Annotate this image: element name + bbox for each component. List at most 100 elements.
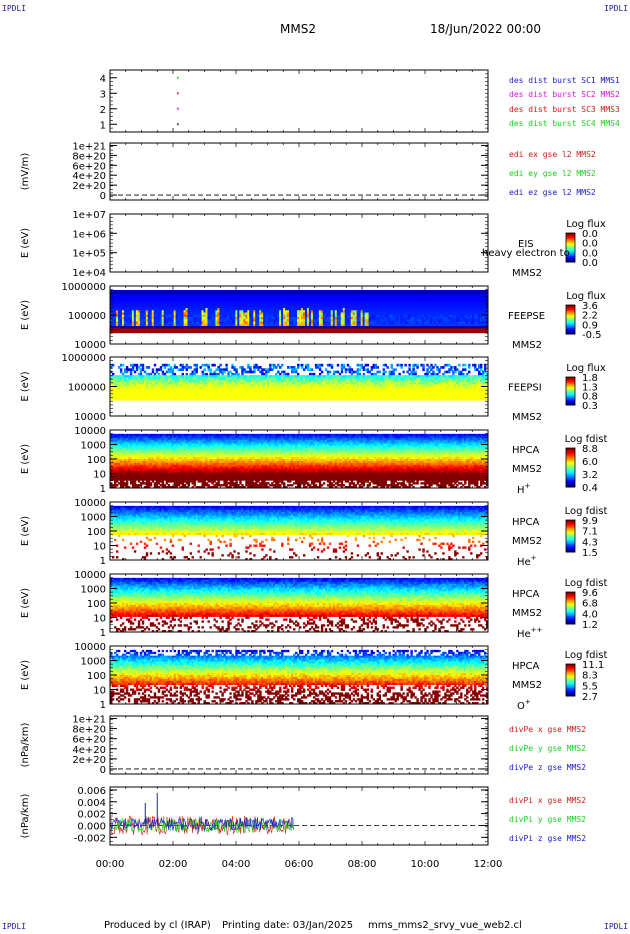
colorbar-cell — [566, 616, 575, 618]
colorbar-cell — [566, 454, 575, 457]
colorbar-tick-label: 1.3 — [582, 382, 598, 393]
colorbar-cell — [566, 605, 575, 608]
colorbar-cell — [566, 382, 575, 385]
colorbar-tick-label: 4.0 — [582, 609, 598, 620]
colorbar-cell — [566, 451, 575, 454]
colorbar-cell — [566, 478, 575, 481]
overlay-text: heavy electron to — [482, 248, 570, 259]
y-axis-label: E (eV) — [20, 444, 31, 474]
colorbar-cell — [566, 669, 575, 672]
y-tick-label: 0.000 — [77, 821, 106, 832]
colorbar-cell — [566, 391, 575, 393]
colorbar-cell — [566, 313, 575, 316]
y-tick-label: 100 — [87, 599, 106, 610]
colorbar-cell — [566, 529, 575, 532]
colorbar-cell — [566, 475, 575, 478]
y-tick-label: 1000 — [81, 585, 106, 596]
colorbar-cell — [566, 396, 575, 399]
colorbar-cell — [566, 546, 575, 549]
legend-entry: divPe y gse MMS2 — [509, 744, 586, 753]
colorbar-cell — [566, 693, 575, 696]
colorbar-cell — [566, 673, 575, 676]
y-tick-label: 4e+20 — [72, 171, 106, 182]
time-tick-label: 12:00 — [474, 859, 503, 870]
colorbar-cell — [566, 674, 575, 677]
colorbar-cell — [566, 461, 575, 464]
colorbar-cell — [566, 526, 575, 529]
spectrogram-cells — [110, 433, 489, 489]
colorbar-title: Log fdist — [565, 578, 608, 589]
colorbar-cell — [566, 465, 575, 468]
colorbar-cell — [566, 537, 575, 540]
colorbar-cell — [566, 614, 575, 617]
y-tick-label: 3 — [100, 89, 106, 100]
y-tick-label: 100000 — [68, 383, 106, 394]
colorbar-tick-label: 0.0 — [582, 229, 598, 240]
colorbar-cell — [566, 246, 575, 248]
colorbar-cell — [566, 610, 575, 613]
colorbar-cell — [566, 462, 575, 465]
colorbar-cell — [566, 544, 575, 546]
colorbar-cell — [566, 386, 575, 388]
y-axis-label: E (eV) — [20, 516, 31, 546]
y-tick-label: 100 — [87, 671, 106, 682]
colorbar-cell — [566, 532, 575, 534]
legend-entry: divPi z gse MMS2 — [509, 834, 586, 843]
time-tick-label: 04:00 — [222, 859, 251, 870]
colorbar-cell — [566, 319, 575, 322]
colorbar-cell — [566, 684, 575, 686]
divpi-trace — [110, 815, 294, 836]
colorbar-cell — [566, 311, 575, 313]
species-charge: + — [525, 698, 531, 706]
legend-entry: des dist burst SC4 MMS4 — [509, 119, 620, 128]
colorbar-tick-label: 2.2 — [582, 311, 598, 322]
colorbar-cell — [566, 548, 575, 550]
colorbar-cell — [566, 690, 575, 693]
colorbar-cell — [566, 618, 575, 621]
y-tick-label: 1000 — [81, 657, 106, 668]
y-tick-label: -0.002 — [74, 833, 106, 844]
spacecraft-label: MMS2 — [512, 464, 542, 475]
divpi-trace — [110, 816, 294, 831]
y-tick-label: 10 — [93, 614, 106, 625]
colorbar-cell — [566, 472, 575, 475]
colorbar-cell — [566, 389, 575, 392]
y-axis-label: E (eV) — [20, 371, 31, 401]
colorbar-tick-label: 0.8 — [582, 392, 598, 403]
colorbar-tick-label: 1.2 — [582, 620, 598, 631]
colorbar-cell — [566, 521, 575, 524]
footer-producer: Produced by cl (IRAP) — [104, 920, 211, 931]
colorbar-cell — [566, 237, 575, 240]
y-tick-label: 1e+07 — [72, 210, 106, 221]
colorbar-cell — [566, 668, 575, 670]
colorbar-tick-label: 5.5 — [582, 681, 598, 692]
instrument-label: HPCA — [512, 661, 540, 672]
instrument-label: FEEPSI — [508, 383, 542, 394]
spectrogram-cells — [110, 649, 489, 705]
colorbar-cell — [566, 677, 575, 680]
colorbar-tick-label: 2.7 — [582, 692, 598, 703]
colorbar-cell — [566, 485, 575, 488]
colorbar-cell — [566, 251, 575, 253]
spacecraft-label: MMS2 — [512, 608, 542, 619]
colorbar-cell — [566, 469, 575, 472]
time-tick-label: 06:00 — [285, 859, 314, 870]
panel-frame — [109, 69, 489, 133]
legend-entry: edi ey gse l2 MMS2 — [509, 169, 596, 178]
colorbar-cell — [566, 457, 575, 460]
spectrogram-cells — [110, 505, 489, 561]
colorbar-cell — [566, 483, 575, 486]
colorbar-tick-label: 1.8 — [582, 373, 598, 384]
colorbar-cell — [566, 520, 575, 522]
panel-frame — [109, 213, 489, 273]
colorbar-cell — [566, 388, 575, 391]
colorbar-cell — [566, 317, 575, 319]
colorbar-tick-label: 3.6 — [582, 301, 598, 312]
y-tick-label: 100 — [87, 455, 106, 466]
y-tick-label: 1 — [100, 628, 106, 639]
colorbar-tick-label: 6.8 — [582, 599, 598, 610]
colorbar-cell — [566, 452, 575, 455]
